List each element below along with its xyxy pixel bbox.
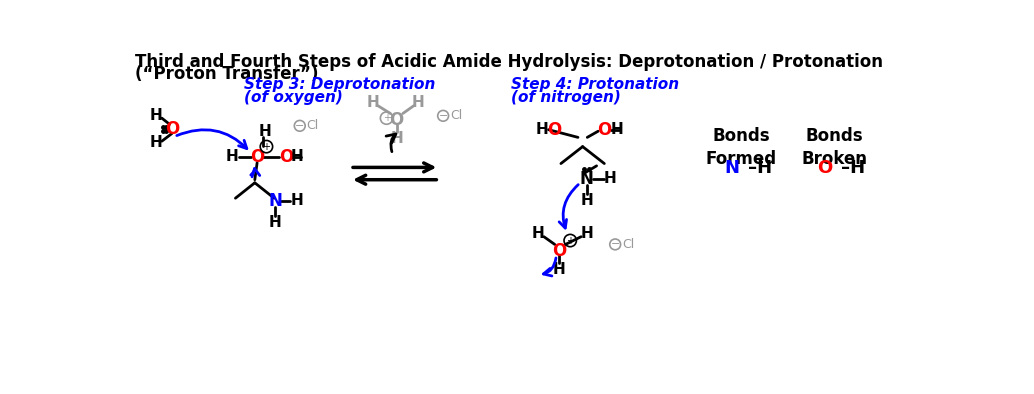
Text: O: O [250,148,265,165]
Text: H: H [531,226,544,241]
Text: Cl: Cl [450,109,462,122]
Text: O: O [165,120,180,138]
Text: H: H [258,124,271,139]
Text: H: H [150,135,162,150]
Text: +: + [383,113,391,123]
Text: H: H [390,131,403,146]
Text: N: N [268,191,282,210]
FancyArrowPatch shape [544,258,556,276]
Text: −: − [610,240,619,249]
Text: –H: –H [841,159,864,177]
Text: Bonds
Formed: Bonds Formed [706,127,778,167]
Text: H: H [291,193,303,208]
FancyArrowPatch shape [386,134,396,152]
Text: H: H [580,193,592,208]
Text: H: H [150,108,162,123]
Text: H: H [412,95,425,110]
Text: N: N [580,170,594,188]
Text: (“Proton Transfer”): (“Proton Transfer”) [135,65,318,83]
Text: H: H [604,171,616,186]
Text: Cl: Cl [307,119,318,132]
Text: –H: –H [748,159,771,177]
FancyArrowPatch shape [559,185,578,228]
Text: H: H [580,226,592,241]
Text: H: H [269,215,281,230]
Text: N: N [725,159,739,177]
Text: O: O [390,111,403,129]
Text: H: H [291,149,304,164]
Text: −: − [295,121,304,131]
Text: Bonds
Broken: Bonds Broken [801,127,868,167]
Text: O: O [598,121,611,139]
Text: Step 3: Deprotonation: Step 3: Deprotonation [244,77,435,92]
Text: Cl: Cl [622,238,635,251]
Text: O: O [818,159,832,177]
Text: Step 4: Protonation: Step 4: Protonation [512,77,679,92]
Text: +: + [263,141,271,152]
Text: −: − [438,111,448,121]
FancyArrowPatch shape [177,130,247,149]
Text: +: + [567,236,574,245]
Text: (of nitrogen): (of nitrogen) [512,90,621,106]
Text: H: H [367,95,379,110]
Text: (of oxygen): (of oxygen) [244,90,343,106]
Text: O: O [279,148,294,165]
Text: O: O [552,242,567,260]
Text: H: H [536,122,549,137]
Text: H: H [226,149,239,164]
Text: H: H [610,122,624,137]
FancyArrowPatch shape [251,169,260,177]
Text: O: O [548,121,561,139]
Text: H: H [553,262,566,277]
Text: Third and Fourth Steps of Acidic Amide Hydrolysis: Deprotonation / Protonation: Third and Fourth Steps of Acidic Amide H… [135,54,883,71]
